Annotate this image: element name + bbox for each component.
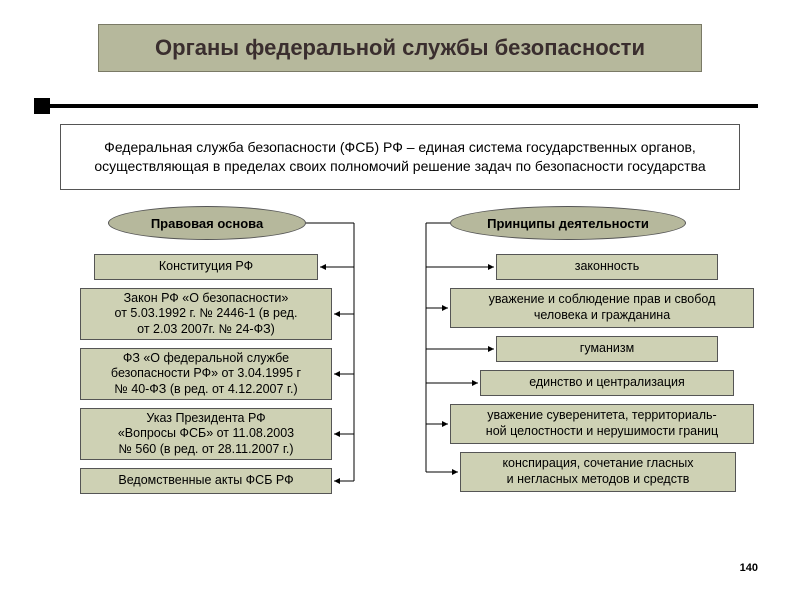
right-item-0: законность [496,254,718,280]
right-item-2: гуманизм [496,336,718,362]
page-title: Органы федеральной службы безопасности [98,24,702,72]
divider-line [42,104,758,108]
left-item-3: Указ Президента РФ «Вопросы ФСБ» от 11.0… [80,408,332,460]
right-item-3: единство и централизация [480,370,734,396]
left-item-1: Закон РФ «О безопасности» от 5.03.1992 г… [80,288,332,340]
right-header-ellipse: Принципы деятельности [450,206,686,240]
page-number: 140 [740,562,758,574]
right-item-5: конспирация, сочетание гласных и негласн… [460,452,736,492]
left-item-2: ФЗ «О федеральной службе безопасности РФ… [80,348,332,400]
right-item-4: уважение суверенитета, территориаль- ной… [450,404,754,444]
left-header-ellipse: Правовая основа [108,206,306,240]
left-item-4: Ведомственные акты ФСБ РФ [80,468,332,494]
right-item-1: уважение и соблюдение прав и свобод чело… [450,288,754,328]
left-item-0: Конституция РФ [94,254,318,280]
main-definition-box: Федеральная служба безопасности (ФСБ) РФ… [60,124,740,190]
